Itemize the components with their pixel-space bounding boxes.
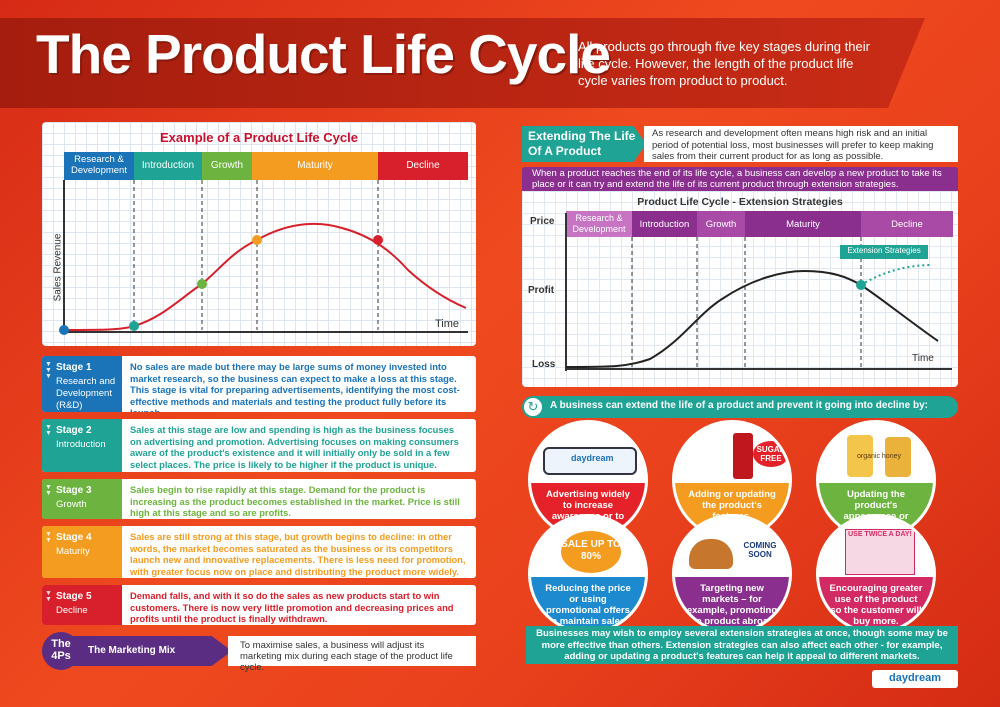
stage-4-box: ▼ ▼ Stage 4 Maturity Sales are still strong… [42, 526, 476, 578]
honey-jar-icon [847, 435, 873, 477]
ext-ylabel-price: Price [530, 216, 555, 227]
ext-chart-panel: Product Life Cycle - Extension Strategie… [522, 191, 958, 387]
extending-text: As research and development often means … [644, 126, 958, 162]
ext-stage-maturity: Maturity [786, 219, 820, 230]
strategy-greater-use-caption: Encouraging greater use of the product s… [819, 577, 933, 631]
stage-3-box: ▼ ▼ Stage 3 Growth Sales begin to rise rapi… [42, 479, 476, 519]
example-chart-title: Example of a Product Life Cycle [160, 130, 358, 145]
recycle-icon: ↻ [524, 398, 542, 416]
strategies-footer: Businesses may wish to employ several ex… [526, 626, 958, 664]
strategy-greater-use: USE TWICE A DAY! Encouraging greater use… [816, 514, 936, 634]
strategy-price-caption: Reducing the price or using promotional … [531, 577, 645, 631]
ext-stage-rd: Research & Development [572, 213, 626, 234]
ext-chart-title: Product Life Cycle - Extension Strategie… [637, 196, 843, 208]
marketing-mix-badge: The 4Ps [42, 632, 80, 670]
ext-ylabel-loss: Loss [532, 359, 556, 370]
strategy-new-markets-caption: Targeting new markets – for example, pro… [675, 577, 789, 631]
chevron-down-icon: ▼ ▼ [45, 484, 52, 497]
extending-title: Extending The Life Of A Product [522, 126, 646, 162]
stage-2-box: ▼ ▼ Stage 2 Introduction Sales at this stag… [42, 419, 476, 472]
title-banner [0, 18, 925, 108]
chevron-down-icon: ▼ ▼ [45, 531, 52, 544]
marketing-mix-text: To maximise sales, a business will adjus… [228, 636, 476, 673]
example-chart [59, 152, 468, 335]
stage-2-name: Introduction [56, 439, 106, 450]
ex-stage-maturity: Maturity [297, 160, 333, 171]
stage-5-text: Demand falls, and with it so do the sale… [130, 590, 454, 624]
stage-5-box: ▼ ▼ Stage 5 Decline Demand falls, and with … [42, 585, 476, 625]
chevron-down-icon: ▼ ▼ [45, 590, 52, 603]
extending-purple-text: When a product reaches the end of its li… [522, 167, 958, 191]
example-chart-panel: Example of a Product Life Cycle Research… [42, 122, 476, 346]
drink-can-icon [733, 433, 753, 479]
chevron-down-icon: ▼ ▼ [45, 424, 52, 437]
marketing-mix-label: The Marketing Mix [62, 636, 232, 666]
ext-chart [565, 211, 953, 371]
ex-xlabel: Time [435, 318, 460, 330]
honey-jar-icon [885, 437, 911, 477]
burger-icon [689, 539, 733, 569]
product-box-icon [845, 529, 915, 575]
stage-1-box: ▼ ▼ ▼ Stage 1 Research and Development (R&D)… [42, 356, 476, 412]
stage-4-name: Maturity [56, 546, 90, 557]
ex-stage-growth: Growth [210, 160, 244, 171]
stage-1-text: No sales are made but there may be large… [130, 361, 460, 412]
ex-ylabel: Sales Revenue [52, 233, 64, 302]
stage-5-name: Decline [56, 605, 88, 616]
stage-3-text: Sales begin to rise rapidly at this stag… [130, 484, 460, 518]
intro-text: All products go through five key stages … [578, 39, 870, 88]
strategy-new-markets: COMING SOON Targeting new markets – for … [672, 514, 792, 634]
ex-stage-rd: Research & Development [71, 154, 127, 176]
ext-stage-decline: Decline [891, 219, 923, 230]
brand-logo: daydream [872, 670, 958, 688]
stage-3-name: Growth [56, 499, 87, 510]
strategies-header: ↻ A business can extend the life of a pr… [522, 396, 958, 418]
marketing-mix-box: The 4Ps The Marketing Mix To maximise sa… [42, 632, 476, 673]
ext-xlabel: Time [912, 353, 934, 364]
ex-stage-decline: Decline [406, 160, 440, 171]
stage-2-text: Sales at this stage are low and spending… [130, 424, 459, 470]
bus-icon [543, 447, 637, 475]
ext-stage-intro: Introduction [639, 219, 690, 230]
stage-1-name: Research and Development (R&D) [56, 376, 116, 411]
ext-stage-growth: Growth [705, 219, 737, 230]
ex-stage-intro: Introduction [141, 160, 195, 171]
stage-4-text: Sales are still strong at this stage, bu… [130, 531, 466, 577]
page-title: The Product Life Cycle [36, 23, 611, 85]
chevron-down-icon: ▼ ▼ ▼ [45, 361, 52, 380]
strategy-price: SALE UP TO 80% Reducing the price or usi… [528, 514, 648, 634]
ext-ylabel-profit: Profit [528, 285, 555, 296]
ext-callout: Extension Strategies [847, 246, 921, 255]
